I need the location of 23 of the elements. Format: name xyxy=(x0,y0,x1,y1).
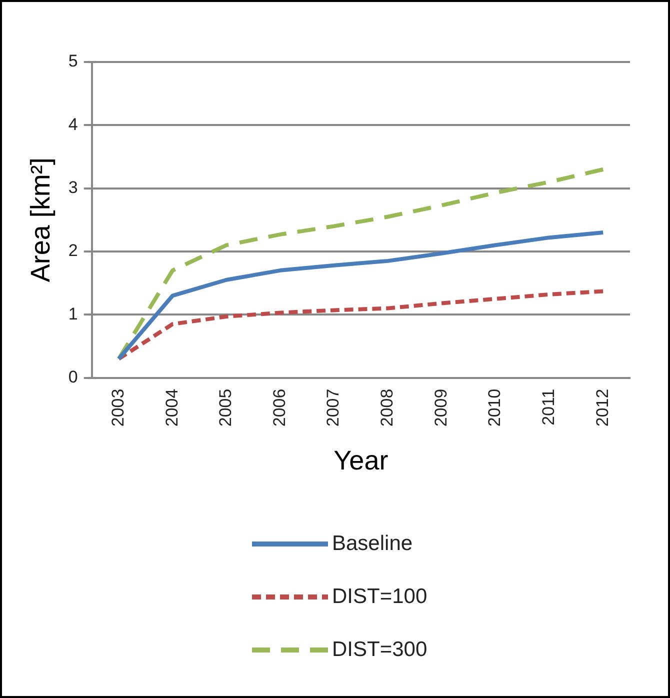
x-axis-title: Year xyxy=(334,445,388,476)
x-tick-label: 2003 xyxy=(108,388,128,427)
legend-label: DIST=100 xyxy=(332,584,428,608)
x-tick-label: 2012 xyxy=(592,388,612,427)
x-tick-label: 2007 xyxy=(324,388,343,427)
x-tick-label: 2010 xyxy=(485,388,504,427)
x-tick-label: 2005 xyxy=(216,388,236,427)
line-series xyxy=(116,289,606,361)
x-tick-label: 2009 xyxy=(431,388,450,427)
x-tick-label: 2004 xyxy=(162,388,182,427)
legend-label: DIST=300 xyxy=(332,638,428,662)
x-tick-label: 2008 xyxy=(378,388,397,427)
y-tick-label: 0 xyxy=(68,367,78,386)
y-axis-title: Area [km²] xyxy=(26,158,56,282)
y-tick-label: 2 xyxy=(68,241,78,260)
y-tick-label: 4 xyxy=(68,114,78,134)
legend-label: Baseline xyxy=(332,532,413,556)
x-tick-label: 2011 xyxy=(538,388,558,426)
x-tick-label: 2006 xyxy=(270,388,289,427)
y-tick-label: 1 xyxy=(68,304,78,324)
y-tick-label: 3 xyxy=(68,178,78,197)
y-tick-label: 5 xyxy=(68,52,78,71)
line-series xyxy=(116,167,606,361)
